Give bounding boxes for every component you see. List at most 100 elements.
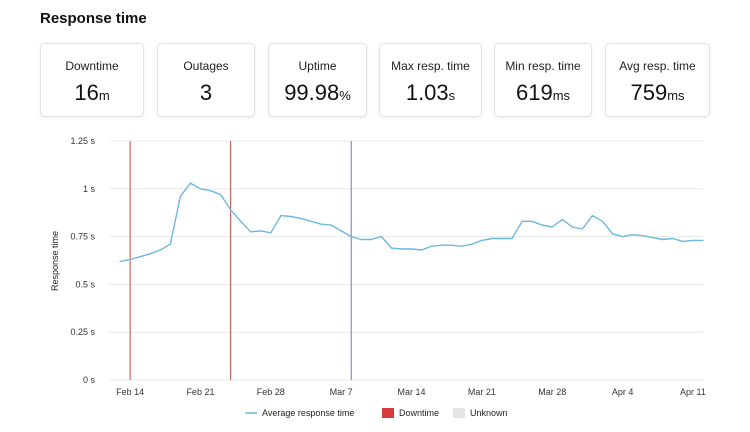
data-point <box>240 220 242 222</box>
data-point <box>521 220 523 222</box>
series-line-average-response-time <box>119 182 703 263</box>
uptime-unit: % <box>339 88 351 103</box>
legend-label: Downtime <box>399 408 439 418</box>
data-point <box>481 239 483 242</box>
x-tick-label: Mar 28 <box>538 387 566 397</box>
min-resp-time-label: Min resp. time <box>505 59 581 73</box>
data-point <box>189 182 192 184</box>
data-point <box>591 214 594 217</box>
stats-cards: Downtime 16m Outages 3 Uptime 99.98% Max… <box>40 43 710 117</box>
data-point <box>280 214 282 217</box>
x-tick-label: Feb 14 <box>116 387 144 397</box>
avg-resp-time-card: Avg resp. time 759ms <box>605 43 710 117</box>
avg-resp-time-value: 759ms <box>606 80 709 106</box>
outages-label: Outages <box>183 59 229 73</box>
max-resp-time-label: Max resp. time <box>391 59 470 73</box>
y-tick-label: 1.25 s <box>70 136 95 146</box>
y-tick-label: 0.75 s <box>70 232 95 242</box>
data-point <box>310 220 312 222</box>
data-point <box>219 193 222 196</box>
y-tick-label: 1 s <box>83 184 96 194</box>
data-point <box>420 249 423 251</box>
y-tick-label: 0.5 s <box>75 279 95 289</box>
legend-label: Unknown <box>470 408 508 418</box>
downtime-unit: m <box>98 88 110 103</box>
data-point <box>511 237 513 240</box>
uptime-value: 99.98% <box>269 80 366 106</box>
page-title: Response time <box>40 10 147 27</box>
data-point <box>199 188 202 190</box>
data-point <box>370 238 372 241</box>
data-point <box>250 231 252 233</box>
outages-value: 3 <box>158 80 254 106</box>
data-point <box>702 239 704 242</box>
max-resp-time-value: 1.03s <box>380 80 481 106</box>
y-tick-label: 0 s <box>83 375 96 385</box>
data-point <box>642 235 644 237</box>
data-point <box>129 258 131 261</box>
data-point <box>682 240 684 242</box>
data-point <box>179 195 181 198</box>
data-point <box>410 248 413 250</box>
data-point <box>290 215 292 218</box>
data-point <box>320 223 322 225</box>
min-resp-time-value: 619ms <box>495 80 591 106</box>
legend-label: Average response time <box>262 408 354 418</box>
data-point <box>119 260 121 263</box>
grid-lines <box>110 140 703 381</box>
x-tick-label: Mar 21 <box>468 387 496 397</box>
x-tick-label: Mar 7 <box>330 387 353 397</box>
x-tick-label: Mar 14 <box>398 387 426 397</box>
data-point <box>340 230 342 232</box>
data-point <box>380 236 382 238</box>
uptime-card: Uptime 99.98% <box>268 43 367 117</box>
min-resp-time-unit: ms <box>552 88 571 103</box>
data-point <box>621 236 624 238</box>
data-point <box>159 249 161 251</box>
data-point <box>561 218 563 220</box>
downtime-label: Downtime <box>65 59 119 73</box>
data-point <box>571 226 573 228</box>
data-point <box>169 243 171 245</box>
data-point <box>431 245 433 247</box>
downtime-card: Downtime 16m <box>40 43 144 117</box>
uptime-label: Uptime <box>298 59 337 73</box>
y-axis-label: Response time <box>50 231 60 291</box>
min-resp-time-card: Min resp. time 619ms <box>494 43 592 117</box>
outages-card: Outages 3 <box>157 43 255 117</box>
chart-legend: Average response time Downtime Unknown <box>245 408 508 418</box>
data-point <box>260 230 262 232</box>
data-point <box>471 243 473 245</box>
y-tick-label: 0.25 s <box>70 327 95 337</box>
data-point <box>491 237 493 240</box>
data-point <box>209 190 212 192</box>
data-point <box>360 238 362 241</box>
legend-downtime-swatch <box>382 408 394 418</box>
legend-unknown-swatch <box>453 408 465 418</box>
data-point <box>139 256 141 258</box>
max-resp-time-number: 1.03 <box>405 80 449 105</box>
data-point <box>350 236 352 238</box>
data-point <box>692 239 694 242</box>
outages-number: 3 <box>199 80 213 105</box>
x-tick-label: Feb 28 <box>257 387 285 397</box>
avg-resp-time-unit: ms <box>667 88 685 103</box>
data-point <box>601 220 604 222</box>
data-point <box>400 248 403 250</box>
x-tick-label: Apr 4 <box>612 387 634 397</box>
data-point <box>541 224 543 226</box>
data-point <box>330 224 332 226</box>
data-point <box>300 217 302 220</box>
data-point <box>441 244 443 246</box>
data-point <box>270 232 272 234</box>
min-resp-time-number: 619 <box>515 80 553 105</box>
x-axis-ticks: Feb 14 Feb 21 Feb 28 Mar 7 Mar 14 Mar 21 Mar 2… <box>116 387 706 397</box>
y-axis-ticks: 0 s 0.25 s 0.5 s 0.75 s 1 s 1.25 s <box>70 136 95 385</box>
series-layer <box>119 182 704 263</box>
response-time-chart: 0 s 0.25 s 0.5 s 0.75 s 1 s 1.25 s Feb 14 Feb … <box>50 136 706 418</box>
data-point <box>149 253 151 255</box>
data-point <box>230 209 232 211</box>
data-point <box>672 237 674 240</box>
downtime-number: 16 <box>74 80 99 105</box>
max-resp-time-unit: s <box>448 88 456 103</box>
